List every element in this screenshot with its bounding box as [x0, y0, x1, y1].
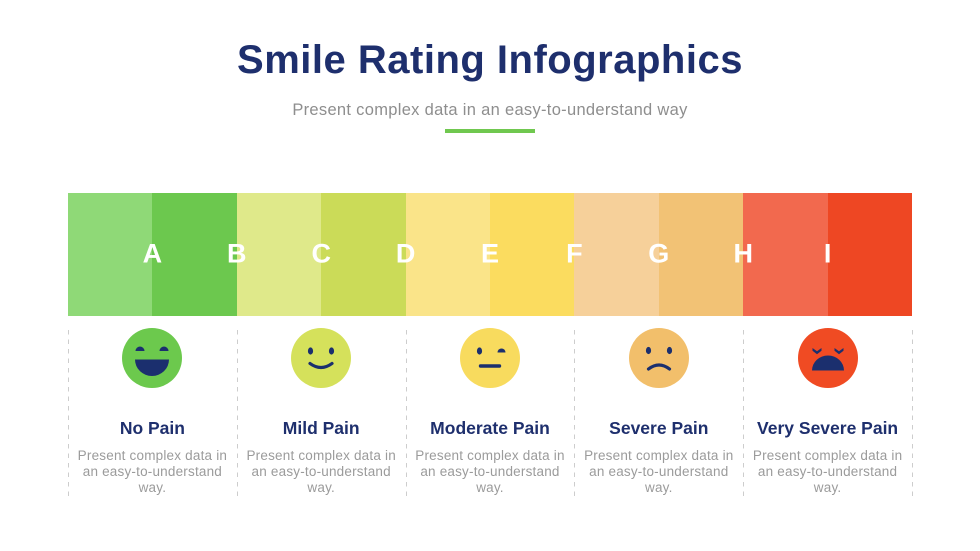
rating-item: Mild Pain Present complex data in an eas… — [237, 328, 406, 498]
scale-letter: F — [566, 237, 583, 268]
rating-label: Moderate Pain — [430, 418, 550, 438]
scale-letter: E — [480, 237, 500, 268]
accent-divider — [445, 129, 535, 133]
rating-scale-bar: A B C D E F G H I — [68, 193, 913, 316]
scale-letter: A — [142, 237, 163, 268]
scale-letter: C — [311, 237, 331, 268]
rating-label: Very Severe Pain — [757, 418, 899, 438]
page-title: Smile Rating Infographics — [237, 38, 743, 82]
rating-item: Very Severe Pain Present complex data in… — [743, 328, 912, 498]
dashed-divider — [405, 330, 407, 497]
scale-letter: I — [823, 237, 832, 268]
face — [628, 328, 689, 388]
rating-description: Present complex data in an easy-to-under… — [77, 448, 228, 495]
ratings-row: No Pain Present complex data in an easy-… — [68, 328, 913, 498]
face-laugh-icon — [122, 328, 183, 388]
dashed-divider — [743, 330, 745, 497]
rating-label: Severe Pain — [609, 418, 709, 438]
rating-description: Present complex data in an easy-to-under… — [415, 448, 565, 495]
face — [122, 328, 183, 388]
scale-segment — [152, 193, 237, 316]
scale-segment — [321, 193, 406, 316]
face — [459, 328, 520, 388]
dashed-divider — [68, 330, 69, 497]
page-subtitle: Present complex data in an easy-to-under… — [292, 101, 688, 119]
scale-segment — [743, 193, 828, 316]
scale-segment — [68, 193, 153, 316]
rating-description: Present complex data in an easy-to-under… — [584, 448, 734, 495]
rating-item: Severe Pain Present complex data in an e… — [574, 328, 743, 498]
dashed-divider — [912, 330, 913, 497]
dashed-divider — [236, 330, 238, 497]
scale-segment — [236, 193, 322, 316]
scale-segment — [827, 193, 913, 316]
scale-letter: H — [733, 237, 753, 268]
face-neutral-icon — [459, 328, 520, 388]
scale-segment — [490, 193, 575, 316]
face-sad-icon — [628, 328, 689, 388]
rating-label: No Pain — [119, 418, 185, 438]
rating-description: Present complex data in an easy-to-under… — [246, 448, 396, 495]
scale-letter: D — [395, 237, 416, 268]
dashed-divider — [574, 330, 576, 497]
rating-item: Moderate Pain Present complex data in an… — [406, 328, 575, 498]
scale-segment — [405, 193, 491, 316]
scale-letter: G — [648, 237, 670, 268]
face-smile-icon — [291, 328, 352, 388]
scale-letter: B — [227, 237, 247, 268]
rating-label: Mild Pain — [282, 418, 360, 438]
rating-description: Present complex data in an easy-to-under… — [752, 448, 903, 495]
rating-item: No Pain Present complex data in an easy-… — [68, 328, 237, 498]
face-angry-icon — [797, 328, 858, 388]
face — [291, 328, 352, 388]
face — [797, 328, 858, 388]
scale-segment — [658, 193, 744, 316]
scale-segment — [574, 193, 659, 316]
